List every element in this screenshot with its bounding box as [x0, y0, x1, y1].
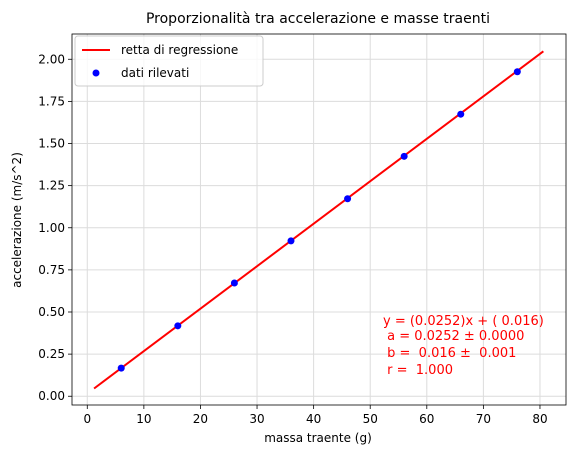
chart-title: Proporzionalità tra accelerazione e mass…	[146, 11, 490, 27]
annotation-line-r: r = 1.000	[383, 363, 453, 378]
data-point	[344, 195, 352, 203]
data-point	[174, 322, 182, 330]
y-tick-label: 0.00	[38, 389, 65, 403]
y-tick-label: 1.50	[38, 137, 65, 151]
legend: retta di regressione dati rilevati	[74, 35, 264, 87]
plot-area-frame	[71, 33, 567, 406]
regression-line	[93, 50, 544, 390]
annotation-line-b: b = 0.016 ± 0.001	[383, 346, 516, 361]
y-tick-label: 0.50	[38, 305, 65, 319]
y-tick-label: 2.00	[38, 52, 65, 66]
data-point	[230, 279, 238, 287]
data-point	[117, 364, 125, 372]
regression-annotation: y = (0.0252)x + ( 0.016) a = 0.0252 ± 0.…	[383, 314, 544, 378]
x-tick-label: 60	[419, 412, 434, 426]
axis-ticks: 0 10 20 30 40 50 60 70 80 0.00 0.25 0.50 0.75 1.00 1.2…	[38, 52, 547, 426]
legend-label-regression: retta di regressione	[121, 43, 238, 57]
data-point	[287, 237, 295, 245]
x-tick-label: 80	[532, 412, 547, 426]
x-tick-label: 70	[476, 412, 491, 426]
legend-label-data: dati rilevati	[121, 66, 189, 80]
y-axis-label: accelerazione (m/s^2)	[10, 152, 24, 288]
y-tick-label: 0.75	[38, 263, 65, 277]
data-point	[457, 110, 465, 118]
x-tick-label: 10	[136, 412, 151, 426]
legend-box	[74, 35, 264, 87]
legend-swatch-data-points	[92, 69, 100, 77]
data-point	[513, 68, 521, 76]
y-tick-label: 1.00	[38, 221, 65, 235]
y-tick-label: 1.75	[38, 94, 65, 108]
data-point	[400, 152, 408, 160]
x-tick-label: 50	[363, 412, 378, 426]
plot-data	[93, 50, 544, 390]
annotation-line-equation: y = (0.0252)x + ( 0.016)	[383, 314, 544, 329]
x-tick-label: 30	[249, 412, 264, 426]
y-tick-label: 0.25	[38, 347, 65, 361]
annotation-line-a: a = 0.0252 ± 0.0000	[383, 329, 524, 344]
y-tick-label: 1.25	[38, 179, 65, 193]
x-axis-label: massa traente (g)	[264, 431, 372, 445]
x-tick-label: 20	[193, 412, 208, 426]
x-tick-label: 0	[83, 412, 91, 426]
x-tick-label: 40	[306, 412, 321, 426]
